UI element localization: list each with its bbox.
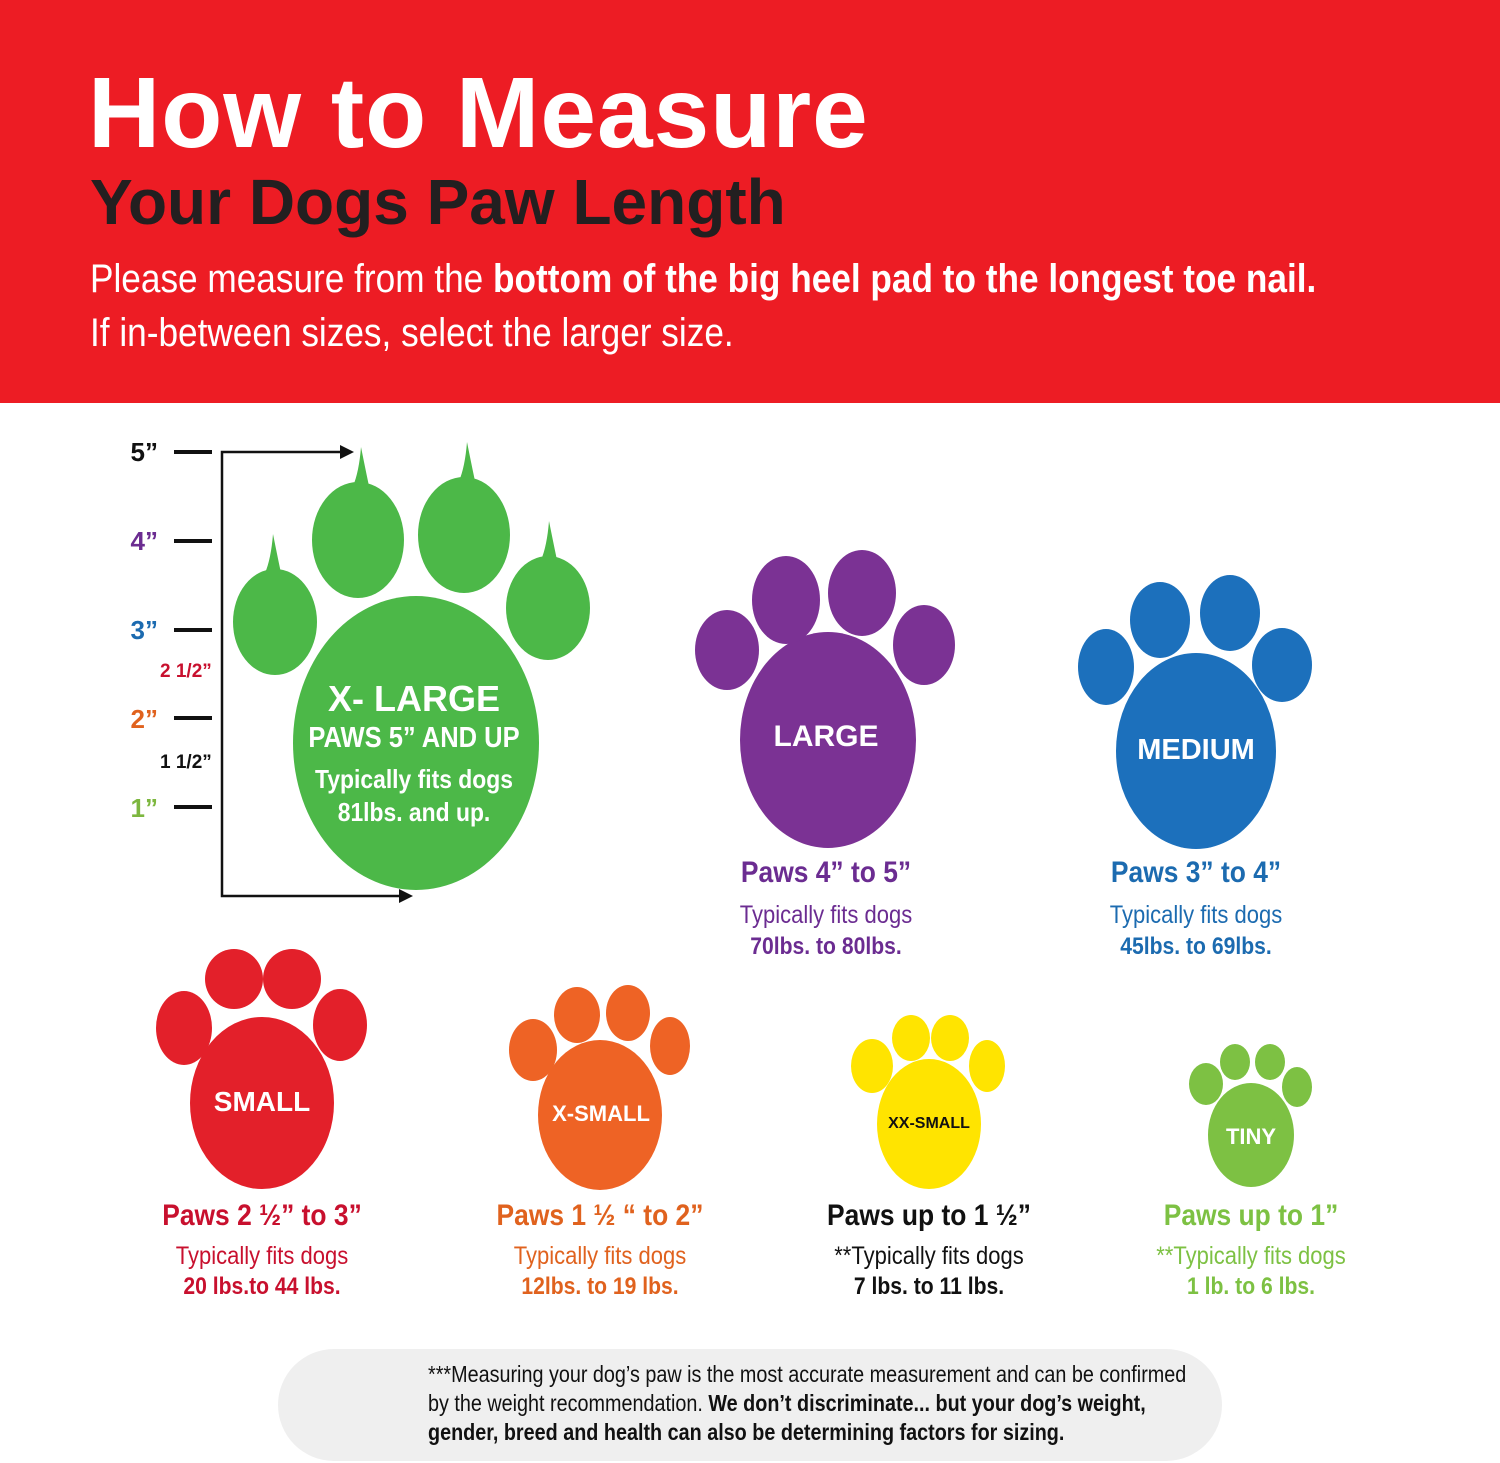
- small-paw-toe: [313, 989, 367, 1061]
- xl-paw-toe: [506, 556, 590, 660]
- xxsmall-paw-icon: [851, 1015, 1005, 1189]
- xxsmall-size-name: XX-SMALL: [888, 1115, 970, 1132]
- ruler-label-1: 1”: [130, 793, 158, 823]
- small-size-name: SMALL: [213, 1086, 311, 1117]
- bracket-line: [220, 450, 402, 898]
- xsmall-range: Paws 1 ½ “ to 2”: [496, 1199, 704, 1232]
- xxsmall-paw-toe: [931, 1015, 969, 1061]
- large-paw-icon: [695, 550, 955, 848]
- small-paw-toe: [205, 949, 263, 1009]
- tiny-weight: 1 lb. to 6 lbs.: [1187, 1273, 1315, 1300]
- xxsmall-paw-pad: [877, 1059, 981, 1189]
- xl-weight: 81lbs. and up.: [337, 797, 491, 827]
- medium-paw-pad: [1116, 653, 1276, 849]
- small-paw-icon: [156, 949, 367, 1189]
- xl-paw-toe: [312, 482, 404, 598]
- xsmall-paw-pad: [538, 1040, 662, 1190]
- small-fits: Typically fits dogs: [175, 1242, 349, 1270]
- xl-paw-claw: [459, 442, 475, 481]
- tiny-paw-icon: [1189, 1044, 1312, 1187]
- small-weight: 20 lbs.to 44 lbs.: [183, 1273, 341, 1300]
- medium-paw-toe: [1252, 628, 1312, 702]
- tiny-paw-toe: [1189, 1063, 1223, 1105]
- medium-paw-toe: [1130, 582, 1190, 658]
- ruler-label-3: 3”: [130, 615, 158, 645]
- medium-range: Paws 3” to 4”: [1110, 856, 1282, 889]
- xsmall-paw-toe: [554, 987, 600, 1043]
- large-fits: Typically fits dogs: [739, 901, 913, 929]
- large-paw-toe: [695, 610, 759, 690]
- arrow-bottom-icon: [399, 889, 413, 903]
- xsmall-weight: 12lbs. to 19 lbs.: [521, 1273, 679, 1300]
- xl-paw-claw: [265, 534, 281, 573]
- tiny-paw-toe: [1282, 1067, 1312, 1107]
- large-paw-pad: [740, 632, 916, 848]
- xsmall-paw-toe: [606, 985, 650, 1041]
- ruler-label-4: 4”: [130, 526, 158, 556]
- xsmall-paw-icon: [509, 985, 690, 1190]
- xxsmall-paw-toe: [969, 1040, 1005, 1092]
- sizing-note-box: [278, 1349, 1222, 1461]
- tiny-paw-toe: [1255, 1044, 1285, 1080]
- large-paw-toe: [828, 550, 896, 636]
- small-paw-pad: [190, 1017, 334, 1189]
- large-range: Paws 4” to 5”: [740, 856, 912, 889]
- xsmall-size-name: X-SMALL: [552, 1101, 650, 1126]
- large-weight: 70lbs. to 80lbs.: [750, 933, 902, 960]
- arrow-top-icon: [340, 445, 354, 459]
- measure-bracket: [220, 450, 402, 898]
- xsmall-paw-toe: [509, 1019, 557, 1081]
- large-paw-toe: [752, 556, 820, 644]
- medium-size-name: MEDIUM: [1137, 734, 1255, 766]
- medium-paw-icon: [1078, 575, 1312, 849]
- tiny-size-name: TINY: [1225, 1124, 1277, 1149]
- tiny-paw-pad: [1208, 1083, 1294, 1187]
- ruler-label-1-5: 1 1/2”: [160, 752, 212, 773]
- tiny-paw-toe: [1220, 1044, 1250, 1080]
- small-paw-toe: [156, 991, 212, 1065]
- note-bold: We don’t discriminate... but your dog’s …: [428, 1390, 1146, 1445]
- tiny-range: Paws up to 1”: [1163, 1199, 1339, 1232]
- xl-paw-toe: [418, 477, 510, 593]
- header-banner: [0, 0, 1500, 403]
- large-paw-toe: [893, 605, 955, 685]
- xsmall-fits: Typically fits dogs: [513, 1242, 687, 1270]
- xl-range: PAWS 5” AND UP: [308, 722, 520, 754]
- xl-paw-icon: [233, 442, 590, 890]
- small-paw-toe: [263, 949, 321, 1009]
- note-regular: ***Measuring your dog’s paw is the most …: [428, 1361, 1187, 1416]
- xl-paw-claw: [541, 521, 557, 560]
- instruction-line-1: Please measure from the bottom of the bi…: [90, 256, 1316, 302]
- xxsmall-weight: 7 lbs. to 11 lbs.: [853, 1273, 1005, 1300]
- instruction-bold: bottom of the big heel pad to the longes…: [493, 257, 1317, 301]
- ruler-label-5: 5”: [130, 437, 158, 467]
- xxsmall-fits: **Typically fits dogs: [834, 1242, 1024, 1270]
- medium-weight: 45lbs. to 69lbs.: [1120, 933, 1272, 960]
- xl-size-name: X- LARGE: [327, 678, 501, 719]
- instruction-line-2: If in-between sizes, select the larger s…: [90, 311, 734, 355]
- xl-fits: Typically fits dogs: [315, 764, 513, 794]
- xxsmall-range: Paws up to 1 ½”: [827, 1199, 1031, 1232]
- page-title: How to Measure: [88, 57, 869, 169]
- tiny-fits: **Typically fits dogs: [1156, 1242, 1346, 1270]
- ruler: [174, 450, 212, 809]
- xxsmall-paw-toe: [851, 1039, 893, 1093]
- xsmall-paw-toe: [650, 1017, 690, 1075]
- xl-paw-pad: [293, 596, 539, 890]
- medium-fits: Typically fits dogs: [1109, 901, 1283, 929]
- small-range: Paws 2 ½” to 3”: [162, 1199, 362, 1232]
- sizing-note-text: ***Measuring your dog’s paw is the most …: [428, 1360, 1193, 1447]
- medium-paw-toe: [1200, 575, 1260, 651]
- instruction-prefix: Please measure from the: [90, 257, 494, 301]
- medium-paw-toe: [1078, 629, 1134, 705]
- xl-paw-claw: [353, 447, 369, 486]
- ruler-label-2: 2”: [130, 704, 158, 734]
- page-subtitle: Your Dogs Paw Length: [90, 166, 786, 238]
- xl-paw-toe: [233, 569, 317, 675]
- large-size-name: LARGE: [773, 720, 879, 753]
- ruler-label-2-5: 2 1/2”: [160, 661, 212, 682]
- xxsmall-paw-toe: [892, 1015, 930, 1061]
